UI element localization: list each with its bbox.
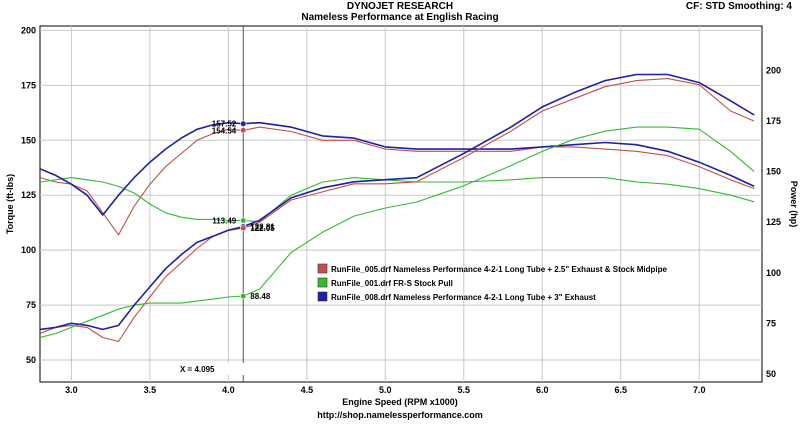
y-right-tick-label: 175 bbox=[766, 116, 781, 126]
correction-smoothing-info: CF: STD Smoothing: 4 bbox=[685, 1, 792, 12]
series-line-torque bbox=[40, 126, 755, 236]
y-right-tick-label: 200 bbox=[766, 66, 781, 76]
cursor-marker-point bbox=[240, 217, 247, 224]
legend-swatch bbox=[317, 277, 328, 288]
series-lines bbox=[40, 73, 755, 343]
series-line-power bbox=[40, 126, 755, 339]
y-left-tick-label: 75 bbox=[26, 300, 36, 310]
y-right-tick-label: 75 bbox=[766, 318, 776, 328]
legend: RunFile_005.drf Nameless Performance 4-2… bbox=[317, 263, 668, 302]
series-line-power bbox=[40, 73, 755, 331]
y-right-tick-label: 100 bbox=[766, 268, 781, 278]
y-right-tick-label: 50 bbox=[766, 369, 776, 379]
legend-swatch bbox=[317, 291, 328, 302]
y-left-tick-label: 175 bbox=[21, 80, 36, 90]
cursor-marker-point bbox=[240, 127, 247, 134]
right-axis-ticks: 50 75 100 125 150 175 200 bbox=[766, 66, 781, 379]
cursor-readout-text: X = 4.095 bbox=[180, 365, 215, 374]
x-axis-title: Engine Speed (RPM x1000) bbox=[342, 397, 458, 407]
cursor-marker-value: 122.81 bbox=[250, 223, 275, 232]
chart-subtitle: Nameless Performance at English Racing bbox=[301, 12, 499, 23]
x-tick-label: 4.5 bbox=[301, 385, 314, 395]
y-right-tick-label: 150 bbox=[766, 167, 781, 177]
x-axis-ticks: 3.0 3.5 4.0 4.5 5.0 5.5 6.0 6.5 7.0 bbox=[65, 385, 705, 395]
x-tick-label: 7.0 bbox=[693, 385, 706, 395]
legend-entry: RunFile_001.drf FR-S Stock Pull bbox=[331, 279, 453, 288]
y-left-tick-label: 150 bbox=[21, 135, 36, 145]
x-tick-label: 3.0 bbox=[65, 385, 78, 395]
cursor-marker-value: 88.48 bbox=[250, 292, 271, 301]
chart-title: DYNOJET RESEARCH bbox=[346, 1, 454, 12]
left-axis-ticks: 50 75 100 125 150 175 200 bbox=[21, 25, 36, 365]
y-right-tick-label: 125 bbox=[766, 217, 781, 227]
cursor-marker-value: 122.05 bbox=[250, 224, 275, 233]
y-axis-right-title: Power (hp) bbox=[789, 181, 799, 228]
series-line-torque bbox=[40, 121, 755, 216]
footer-url[interactable]: http://shop.namelessperformance.com bbox=[317, 410, 483, 420]
x-tick-label: 5.5 bbox=[458, 385, 471, 395]
x-tick-label: 3.5 bbox=[144, 385, 157, 395]
cursor-marker-value: 113.49 bbox=[212, 217, 237, 226]
y-left-tick-label: 200 bbox=[21, 25, 36, 35]
legend-entry: RunFile_008.drf Nameless Performance 4-2… bbox=[331, 293, 596, 302]
y-left-tick-label: 50 bbox=[26, 355, 36, 365]
x-tick-label: 6.5 bbox=[614, 385, 627, 395]
series-line-power bbox=[40, 78, 755, 343]
y-axis-left-title: Torque (ft-lbs) bbox=[5, 174, 15, 234]
y-left-tick-label: 125 bbox=[21, 190, 36, 200]
legend-swatch bbox=[317, 263, 328, 274]
cursor-marker-point bbox=[240, 292, 247, 300]
legend-entry: RunFile_005.drf Nameless Performance 4-2… bbox=[331, 265, 668, 274]
cursor-marker-point bbox=[240, 120, 247, 127]
x-tick-label: 6.0 bbox=[536, 385, 549, 395]
cursor-readout: X = 4.095 bbox=[176, 363, 246, 375]
cursor-marker-value: 154.54 bbox=[212, 126, 237, 135]
x-tick-label: 5.0 bbox=[379, 385, 392, 395]
cursor-marker-point bbox=[240, 225, 247, 232]
cursor-marker-value: 157.52 bbox=[212, 120, 237, 129]
x-tick-label: 4.0 bbox=[222, 385, 235, 395]
y-left-tick-label: 100 bbox=[21, 245, 36, 255]
